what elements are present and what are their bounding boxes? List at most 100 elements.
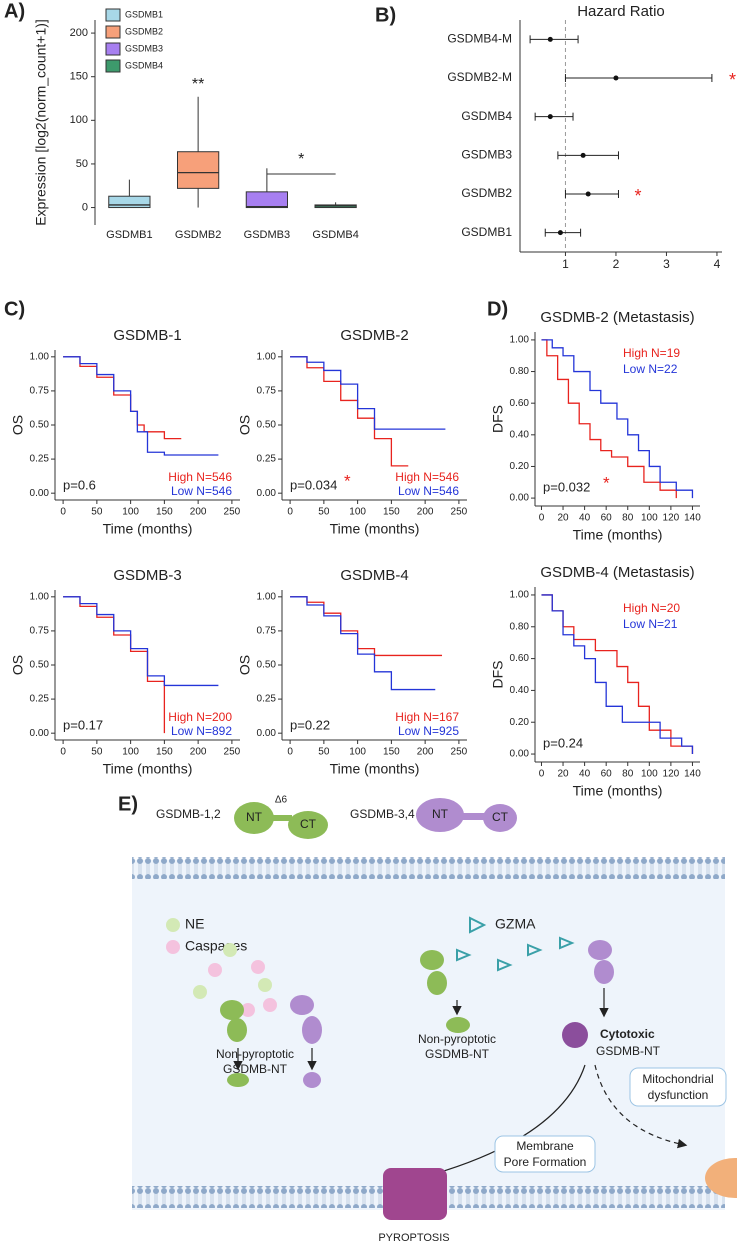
- legend-label: High N=546: [395, 470, 459, 484]
- x-tick-label: 60: [601, 513, 613, 524]
- x-tick-label: 0: [539, 513, 545, 524]
- label: GSDMB-NT: [425, 1047, 490, 1061]
- y-tick-label: 0.50: [257, 660, 277, 671]
- x-tick-label: GSDMB1: [106, 229, 152, 241]
- legend-label: High N=546: [168, 470, 232, 484]
- x-tick-label: 50: [91, 507, 103, 518]
- x-tick-label: 100: [641, 513, 658, 524]
- label: GSDMB-1,2: [156, 807, 221, 821]
- p-value: p=0.24: [543, 735, 583, 750]
- p-value: p=0.034: [290, 477, 337, 492]
- label: CT: [300, 817, 317, 831]
- point: [547, 36, 553, 42]
- x-tick-label: 140: [684, 769, 701, 780]
- legend-label: High N=20: [623, 601, 680, 615]
- x-tick-label: 100: [349, 507, 366, 518]
- y-tick-label: 0.00: [257, 488, 277, 499]
- caspase-icon: [166, 940, 180, 954]
- label: Mitochondrial: [642, 1072, 713, 1086]
- x-tick-label: 200: [190, 507, 207, 518]
- x-tick-label: 120: [663, 769, 680, 780]
- survival-curve: [63, 356, 182, 440]
- annotation: *: [298, 151, 304, 168]
- legend-label: GSDMB4: [125, 60, 163, 70]
- y-tick-label: 0.75: [30, 626, 50, 637]
- x-tick-label: 0: [539, 769, 545, 780]
- survival-curve: [63, 356, 219, 456]
- legend-label: GSDMB1: [125, 9, 163, 19]
- y-tick-label: 0.00: [510, 749, 530, 760]
- y-tick-label: GSDMB4-M: [447, 32, 512, 46]
- legend-label: Low N=546: [171, 484, 232, 498]
- pore: [383, 1168, 447, 1220]
- legend-label: GSDMB2: [125, 26, 163, 36]
- x-axis-label: Time (months): [330, 521, 420, 537]
- x-tick-label: 250: [224, 747, 241, 758]
- y-tick-label: 0.60: [510, 653, 530, 664]
- label: NT: [246, 810, 263, 824]
- x-tick-label: 40: [579, 769, 591, 780]
- caspases: [208, 960, 277, 1017]
- legend-key: [105, 42, 121, 56]
- y-axis-label: DFS: [490, 661, 506, 689]
- survival-curve: [290, 356, 446, 430]
- legend-label: Low N=21: [623, 617, 678, 631]
- survival-curve: [290, 596, 436, 691]
- x-tick-label: 40: [579, 513, 591, 524]
- y-tick-label: 200: [70, 27, 88, 39]
- x-tick-label: GSDMB2: [175, 229, 221, 241]
- y-tick-label: 0.60: [510, 398, 530, 409]
- chart-title: GSDMB-1: [113, 327, 181, 344]
- x-tick-label: 150: [156, 507, 173, 518]
- x-tick-label: GSDMB3: [244, 229, 290, 241]
- label-box: [629, 1067, 727, 1107]
- panel-label: D): [487, 298, 508, 320]
- y-tick-label: 0.75: [257, 626, 277, 637]
- x-tick-label: 200: [417, 507, 434, 518]
- protein-purple: [416, 798, 517, 832]
- y-tick-label: 1.00: [257, 351, 277, 362]
- label: Non-pyroptotic: [216, 1047, 294, 1061]
- panel-label: E): [118, 793, 138, 815]
- panel-label: A): [4, 0, 25, 22]
- annotation: *: [603, 473, 610, 492]
- label: NE: [185, 916, 204, 932]
- legend-label: Low N=546: [398, 484, 459, 498]
- x-tick-label: 150: [156, 747, 173, 758]
- label: GSDMB-NT: [596, 1044, 661, 1058]
- label: Non-pyroptotic: [418, 1032, 496, 1046]
- y-tick-label: 0.20: [510, 717, 530, 728]
- x-axis-label: Time (months): [103, 521, 193, 537]
- x-tick-label: 100: [122, 507, 139, 518]
- x-tick-label: 150: [383, 747, 400, 758]
- x-tick-label: 50: [318, 747, 330, 758]
- y-tick-label: 0.40: [510, 429, 530, 440]
- label-box: [494, 1135, 596, 1173]
- x-tick-label: 200: [417, 747, 434, 758]
- label: Cytotoxic: [600, 1027, 655, 1041]
- y-tick-label: 0.50: [30, 660, 50, 671]
- x-tick-label: 50: [318, 507, 330, 518]
- y-tick-label: 150: [70, 71, 88, 83]
- y-tick-label: 0.25: [30, 454, 50, 465]
- x-tick-label: 100: [641, 769, 658, 780]
- label: Δ6: [275, 795, 288, 806]
- label: PYROPTOSIS: [378, 1232, 449, 1244]
- x-tick-label: 100: [349, 747, 366, 758]
- annotation: *: [634, 186, 641, 206]
- x-tick-label: 2: [613, 257, 620, 271]
- legend-label: Low N=892: [171, 724, 232, 738]
- y-tick-label: GSDMB2-M: [447, 70, 512, 84]
- y-tick-label: GSDMB2: [461, 186, 512, 200]
- membrane: [132, 857, 725, 879]
- x-tick-label: 4: [714, 257, 721, 271]
- legend-key: [105, 8, 121, 22]
- y-tick-label: 1.00: [510, 590, 530, 601]
- legend-label: GSDMB3: [125, 43, 163, 53]
- y-tick-label: 0.50: [257, 420, 277, 431]
- label: GSDMB-NT: [223, 1062, 288, 1076]
- y-tick-label: GSDMB3: [461, 148, 512, 162]
- chart-title: GSDMB-4: [340, 567, 408, 584]
- gzma: [456, 936, 575, 972]
- label: NT: [432, 807, 449, 821]
